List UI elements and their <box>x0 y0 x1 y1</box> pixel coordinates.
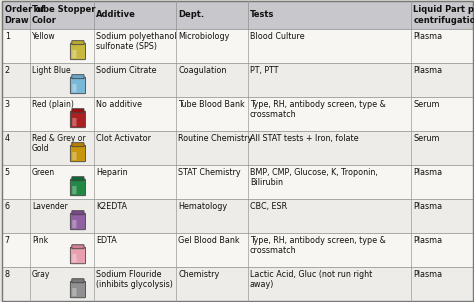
Bar <box>2 199 473 233</box>
Text: PT, PTT: PT, PTT <box>250 66 279 75</box>
Text: 6: 6 <box>5 202 10 211</box>
FancyBboxPatch shape <box>72 41 84 45</box>
Text: Sodium polyethanol
sulfonate (SPS): Sodium polyethanol sulfonate (SPS) <box>96 32 177 51</box>
Text: Additive: Additive <box>96 11 136 19</box>
Text: Plasma: Plasma <box>413 32 443 41</box>
Text: Plasma: Plasma <box>413 202 443 211</box>
FancyBboxPatch shape <box>72 152 76 160</box>
Text: Plasma: Plasma <box>413 66 443 75</box>
FancyBboxPatch shape <box>70 247 85 264</box>
Text: 8: 8 <box>5 270 10 279</box>
Text: Gray: Gray <box>32 270 50 279</box>
Text: Serum: Serum <box>413 134 440 143</box>
Text: 4: 4 <box>5 134 10 143</box>
FancyBboxPatch shape <box>70 111 85 128</box>
Text: Plasma: Plasma <box>413 270 443 279</box>
Text: Hematology: Hematology <box>178 202 227 211</box>
Text: Gel Blood Bank: Gel Blood Bank <box>178 236 240 245</box>
Text: Type, RH, antibody screen, type &
crossmatch: Type, RH, antibody screen, type & crossm… <box>250 236 386 255</box>
FancyBboxPatch shape <box>72 211 84 215</box>
Text: Yellow: Yellow <box>32 32 55 41</box>
FancyBboxPatch shape <box>72 186 76 194</box>
Text: 7: 7 <box>5 236 10 246</box>
FancyBboxPatch shape <box>72 245 84 249</box>
Text: Sodium Citrate: Sodium Citrate <box>96 66 157 75</box>
FancyBboxPatch shape <box>70 179 85 196</box>
Text: Order of
Draw: Order of Draw <box>5 5 45 25</box>
Text: STAT Chemistry: STAT Chemistry <box>178 168 241 177</box>
Text: Tube Blood Bank: Tube Blood Bank <box>178 100 245 109</box>
Text: Dept.: Dept. <box>178 11 204 19</box>
Bar <box>2 267 473 301</box>
FancyBboxPatch shape <box>72 279 84 283</box>
Text: Serum: Serum <box>413 100 440 109</box>
Text: Coagulation: Coagulation <box>178 66 227 75</box>
Bar <box>2 233 473 267</box>
Bar <box>2 131 473 165</box>
Bar <box>2 63 473 97</box>
FancyBboxPatch shape <box>72 75 84 79</box>
Text: Heparin: Heparin <box>96 168 128 177</box>
Text: Tube Stopper
Color: Tube Stopper Color <box>32 5 95 25</box>
Text: No additive: No additive <box>96 100 142 109</box>
FancyBboxPatch shape <box>72 288 76 296</box>
Text: Chemistry: Chemistry <box>178 270 219 279</box>
Text: K2EDTA: K2EDTA <box>96 202 128 211</box>
Text: Light Blue: Light Blue <box>32 66 71 75</box>
FancyBboxPatch shape <box>72 220 76 228</box>
Bar <box>2 1 473 29</box>
Text: 3: 3 <box>5 100 10 109</box>
FancyBboxPatch shape <box>70 213 85 230</box>
FancyBboxPatch shape <box>72 177 84 181</box>
Bar <box>2 97 473 131</box>
Text: Type, RH, antibody screen, type &
crossmatch: Type, RH, antibody screen, type & crossm… <box>250 100 386 119</box>
Text: Sodium Flouride
(inhibits glycolysis): Sodium Flouride (inhibits glycolysis) <box>96 270 173 289</box>
FancyBboxPatch shape <box>72 50 76 58</box>
FancyBboxPatch shape <box>72 84 76 92</box>
FancyBboxPatch shape <box>72 109 84 113</box>
FancyBboxPatch shape <box>70 145 85 162</box>
Text: Plasma: Plasma <box>413 236 443 245</box>
Text: Red & Grey or
Gold: Red & Grey or Gold <box>32 134 86 153</box>
Text: Liquid Part post -
centrifugation: Liquid Part post - centrifugation <box>413 5 474 25</box>
Text: 5: 5 <box>5 169 10 177</box>
Text: Routine Chemistry: Routine Chemistry <box>178 134 252 143</box>
Text: Blood Culture: Blood Culture <box>250 32 305 41</box>
Text: Microbiology: Microbiology <box>178 32 229 41</box>
Text: All STAT tests + Iron, folate: All STAT tests + Iron, folate <box>250 134 359 143</box>
Text: Green: Green <box>32 168 55 177</box>
FancyBboxPatch shape <box>72 254 76 262</box>
Text: Clot Activator: Clot Activator <box>96 134 151 143</box>
Bar <box>2 165 473 199</box>
Text: Plasma: Plasma <box>413 168 443 177</box>
Text: EDTA: EDTA <box>96 236 117 245</box>
Text: Lactic Acid, Gluc (not run right
away): Lactic Acid, Gluc (not run right away) <box>250 270 372 289</box>
Text: Tests: Tests <box>250 11 274 19</box>
Bar <box>2 29 473 63</box>
Text: Red (plain): Red (plain) <box>32 100 74 109</box>
Text: 2: 2 <box>5 66 10 75</box>
Text: 1: 1 <box>5 32 10 41</box>
FancyBboxPatch shape <box>72 118 76 126</box>
FancyBboxPatch shape <box>70 77 85 94</box>
FancyBboxPatch shape <box>72 143 84 147</box>
Text: CBC, ESR: CBC, ESR <box>250 202 287 211</box>
FancyBboxPatch shape <box>70 281 85 298</box>
Text: Lavender: Lavender <box>32 202 68 211</box>
Text: BMP, CMP, Glucose, K, Troponin,
Bilirubin: BMP, CMP, Glucose, K, Troponin, Bilirubi… <box>250 168 378 187</box>
Text: Pink: Pink <box>32 236 48 245</box>
FancyBboxPatch shape <box>70 43 85 60</box>
